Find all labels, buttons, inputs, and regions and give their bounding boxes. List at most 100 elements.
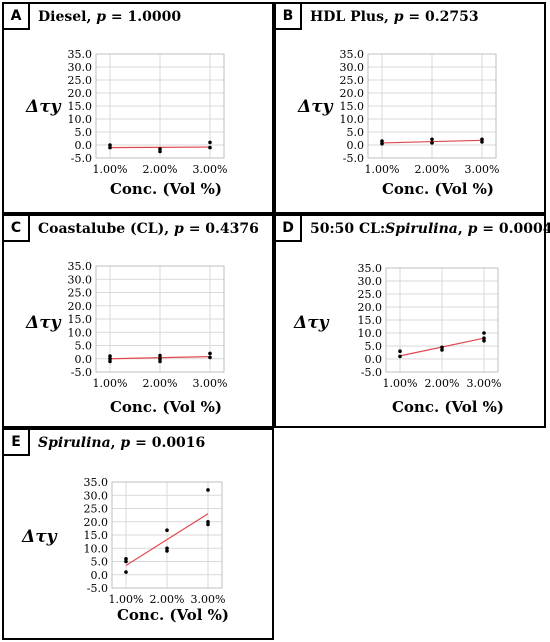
y-tick-label: 10.0 <box>358 327 383 340</box>
y-tick-label: 20.0 <box>68 300 93 313</box>
data-point <box>380 141 384 146</box>
data-point <box>208 351 212 356</box>
x-axis-label: Conc. (Vol %) <box>110 180 222 198</box>
data-point <box>440 345 444 350</box>
data-point <box>206 519 210 524</box>
panel-title-italic-d: Spirulina <box>385 221 458 237</box>
panel-title-d: 50:50 CL:Spirulina, p = 0.0004 <box>310 221 550 237</box>
panel-title-p-a: p <box>96 9 107 25</box>
data-point <box>108 145 112 150</box>
panel-title-name-d: 50:50 CL: <box>310 221 386 237</box>
y-tick-label: 5.0 <box>75 340 93 353</box>
data-point <box>206 488 210 492</box>
y-tick-label: 30.0 <box>68 273 93 286</box>
x-axis-label: Conc. (Vol %) <box>110 398 222 416</box>
y-tick-label: 20.0 <box>68 87 93 100</box>
y-tick-label: 15.0 <box>68 313 93 326</box>
y-axis-label: Δτy <box>297 97 334 117</box>
data-point <box>124 557 128 561</box>
chart-svg-b: 35.030.025.020.015.010.05.00.0-5.01.00% 2… <box>297 48 500 198</box>
y-tick-label: 0.0 <box>365 353 383 366</box>
y-tick-label: 5.0 <box>365 340 383 353</box>
x-tick-label: 3.00% <box>465 163 500 176</box>
data-point <box>108 356 112 361</box>
x-tick-label: 3.00% <box>191 593 226 606</box>
data-point <box>165 528 169 533</box>
plot-area <box>95 53 225 159</box>
y-tick-label: 35.0 <box>358 262 383 275</box>
panel-letter-c: C <box>4 216 30 242</box>
x-tick-label: 3.00% <box>193 377 228 390</box>
x-tick-label: 1.00% <box>383 377 418 390</box>
y-tick-label: 30.0 <box>68 61 93 74</box>
y-tick-label: 25.0 <box>358 288 383 301</box>
y-tick-label: 10.0 <box>68 113 93 126</box>
panel-title-name-b: HDL Plus, <box>310 9 389 25</box>
y-tick-label: 30.0 <box>340 61 365 74</box>
x-axis-label: Conc. (Vol %) <box>392 398 504 416</box>
y-tick-label: 15.0 <box>84 529 109 542</box>
data-point <box>482 339 486 343</box>
y-tick-label: 20.0 <box>358 301 383 314</box>
x-tick-label: 1.00% <box>93 163 128 176</box>
y-tick-label: 35.0 <box>340 48 365 61</box>
y-tick-label: 5.0 <box>347 126 365 139</box>
panel-title-p-e: p <box>120 435 131 451</box>
data-point <box>480 140 484 144</box>
chart-panel-a: A Diesel, p = 1.0000 35.0 30.0 25.0 20.0 15.… <box>2 2 274 214</box>
y-tick-label: 0.0 <box>91 569 109 582</box>
y-tick-label: 25.0 <box>68 74 93 87</box>
plot-area <box>111 481 223 589</box>
y-tick-label: 15.0 <box>340 100 365 113</box>
panel-title-name-a: Diesel, <box>38 9 92 25</box>
data-point <box>158 149 162 154</box>
panel-title-p-b: p <box>393 9 404 25</box>
x-tick-label: 2.00% <box>150 593 185 606</box>
plot-area <box>367 53 497 159</box>
y-tick-label: 30.0 <box>358 275 383 288</box>
data-point <box>158 356 162 361</box>
data-point <box>206 522 210 527</box>
plot-area <box>385 267 499 373</box>
data-point <box>108 143 112 147</box>
data-point <box>165 549 169 553</box>
y-axis-label: Δτy <box>25 313 62 333</box>
chart-svg-d: 35.030.025.020.015.010.05.00.0-5.01.00% 2… <box>293 262 504 416</box>
panel-title-a: Diesel, p = 1.0000 <box>38 9 181 25</box>
chart-panel-c: C Coastalube (CL), p = 0.4376 35.0 30.0 25… <box>2 214 274 428</box>
chart-panel-e: E Spirulina, p = 0.0016 35.0 30.0 25.0 20.0… <box>2 428 274 640</box>
fit-line <box>125 513 209 566</box>
y-tick-label: 0.0 <box>75 353 93 366</box>
panel-letter-b: B <box>276 4 302 30</box>
data-point <box>440 348 444 352</box>
panel-title-name-c: Coastalube (CL), <box>38 221 170 237</box>
data-point <box>208 355 212 360</box>
y-tick-label: 20.0 <box>340 87 365 100</box>
chart-svg-c: 35.030.025.020.015.010.05.00.0-5.01.00% 2… <box>25 260 228 416</box>
data-point <box>124 559 128 564</box>
data-point <box>430 141 434 145</box>
y-tick-label: 10.0 <box>84 542 109 555</box>
y-tick-label: -5.0 <box>71 366 92 379</box>
data-point <box>158 359 162 364</box>
x-axis-label: Conc. (Vol %) <box>117 606 229 624</box>
y-axis-label: Δτy <box>293 313 330 333</box>
x-axis-label: Conc. (Vol %) <box>382 180 494 198</box>
data-point <box>158 147 162 151</box>
y-tick-label: 0.0 <box>347 139 365 152</box>
data-point <box>124 570 128 574</box>
x-tick-label: 1.00% <box>365 163 400 176</box>
x-tick-label: 2.00% <box>415 163 450 176</box>
data-point <box>208 145 212 150</box>
panel-title-value-d: = 0.0004 <box>482 221 550 237</box>
panel-title-italic-e: Spirulina <box>38 435 111 451</box>
panel-title-c: Coastalube (CL), p = 0.4376 <box>38 221 259 237</box>
y-axis-label: Δτy <box>21 527 58 547</box>
panel-title-value-b: = 0.2753 <box>408 9 479 25</box>
y-tick-label: 35.0 <box>84 476 109 489</box>
y-tick-label: 5.0 <box>75 126 93 139</box>
data-point <box>165 546 169 551</box>
x-tick-label: 1.00% <box>109 593 144 606</box>
panel-title-e: Spirulina, p = 0.0016 <box>38 435 206 451</box>
panel-title-value-c: = 0.4376 <box>188 221 259 237</box>
